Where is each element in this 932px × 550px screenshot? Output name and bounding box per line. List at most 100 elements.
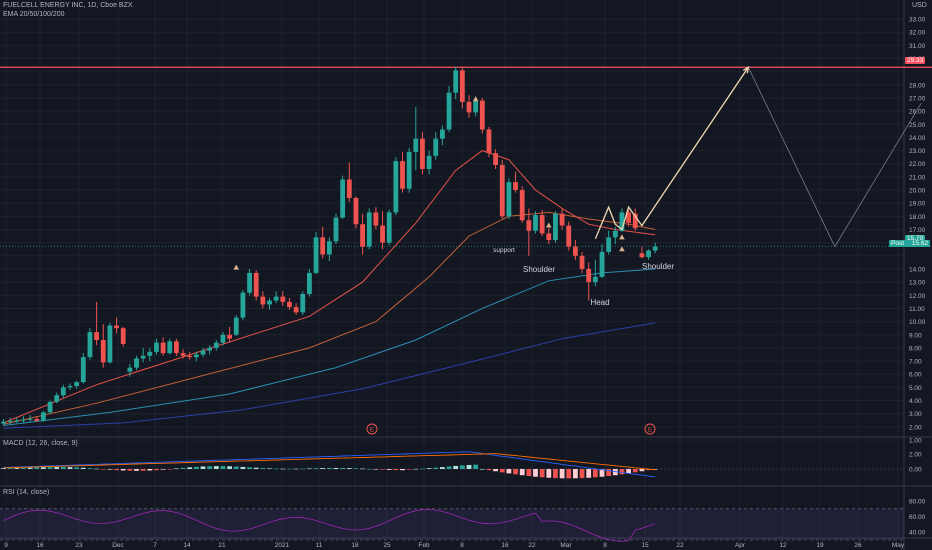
candle xyxy=(293,303,299,316)
projection-arrowhead xyxy=(742,66,750,74)
price-axis[interactable]: 1.00 2.00 3.00 4.00 5.00 6.00 7.00 8.00 9.00 10.0… xyxy=(909,17,926,537)
price-tick-label: 6.00 xyxy=(909,372,922,379)
macd-legend: MACD (12, 26, close, 9) xyxy=(3,440,78,447)
macd-histogram-bar xyxy=(127,469,133,471)
macd-histogram-bar xyxy=(80,467,86,469)
candle-body xyxy=(273,296,279,301)
candle-body xyxy=(599,251,605,277)
macd-histogram-bar xyxy=(267,468,272,469)
candle-body xyxy=(459,70,465,102)
price-tick-label: 12.00 xyxy=(909,293,926,300)
candle xyxy=(553,211,558,243)
macd-histogram-bar xyxy=(34,467,40,469)
candle xyxy=(493,149,498,169)
price-tick-label: 10.00 xyxy=(909,319,926,326)
candle xyxy=(546,228,552,244)
candle xyxy=(1,418,6,426)
candle-body xyxy=(499,165,505,217)
candle xyxy=(60,384,66,398)
candle-body xyxy=(652,246,658,251)
candle-body xyxy=(646,250,651,258)
candle xyxy=(533,211,538,234)
macd-histogram-bar xyxy=(27,467,33,469)
candle-body xyxy=(280,296,286,302)
macd-histogram-bar xyxy=(220,466,226,469)
signal-triangle xyxy=(233,264,240,270)
macd-tick-label: 0.00 xyxy=(909,467,922,474)
projection-path[interactable] xyxy=(594,66,922,248)
time-axis[interactable]: 9 16 23 Dec 7 14 21 2021 11 18 25 Feb 8 16 22 Mar 8 15 22 A… xyxy=(4,542,905,549)
macd-histogram-bar xyxy=(646,469,651,471)
signal-triangle xyxy=(619,246,625,252)
earnings-marker-label: E xyxy=(370,428,374,434)
candle-body xyxy=(114,325,119,329)
time-tick-label: 8 xyxy=(603,542,607,549)
candle-body xyxy=(260,296,266,305)
candle-body xyxy=(346,179,352,198)
candle xyxy=(586,262,592,301)
candle xyxy=(506,178,512,219)
candle xyxy=(632,208,638,231)
candle xyxy=(606,230,612,255)
macd-histogram-bar xyxy=(167,469,173,470)
candle-body xyxy=(566,225,572,247)
time-tick-label: 22 xyxy=(528,542,536,549)
macd-histogram-bar xyxy=(479,469,485,470)
candle xyxy=(386,209,392,246)
candle xyxy=(240,290,246,321)
candle xyxy=(120,326,126,347)
candle-body xyxy=(539,215,545,234)
candle-body xyxy=(533,215,538,231)
macd-histogram-bar xyxy=(499,469,505,473)
candle-body xyxy=(386,212,392,243)
candle xyxy=(453,66,459,100)
time-tick-label: Feb xyxy=(418,542,430,549)
macd-histogram-bar xyxy=(566,469,572,479)
time-tick-label: 15 xyxy=(641,542,649,549)
candle-body xyxy=(353,197,359,225)
macd-histogram-bar xyxy=(134,469,139,471)
macd-histogram-bar xyxy=(486,469,492,471)
macd-histogram-bar xyxy=(140,469,146,471)
price-tick-label: 18.00 xyxy=(909,214,926,221)
candle xyxy=(566,221,572,251)
candle-body xyxy=(626,212,631,223)
candle-body xyxy=(553,213,558,241)
candle-body xyxy=(632,213,638,229)
candle xyxy=(479,97,485,134)
candle-body xyxy=(366,212,372,247)
candle xyxy=(646,249,651,260)
candle xyxy=(167,338,173,355)
macd-histogram-bar xyxy=(260,468,266,469)
macd-histogram-bar xyxy=(632,469,638,473)
candle xyxy=(573,240,578,260)
candle-body xyxy=(154,342,159,352)
candle-body xyxy=(519,190,525,221)
candlestick-series xyxy=(1,66,658,426)
time-tick-label: Mar xyxy=(560,542,572,549)
candle xyxy=(400,151,405,193)
time-tick-label: 19 xyxy=(816,542,824,549)
candle xyxy=(307,268,312,297)
macd-histogram-bar xyxy=(592,469,598,478)
candle-body xyxy=(486,129,492,154)
macd-histogram-bar xyxy=(426,468,432,469)
time-tick-label: 11 xyxy=(316,542,323,549)
price-tick-label: 7.00 xyxy=(909,359,922,366)
candle xyxy=(80,353,86,384)
candle-body xyxy=(639,253,645,258)
pattern-annotations: support Shoulder Head Shoulder xyxy=(493,247,674,307)
candle xyxy=(579,251,585,273)
candle xyxy=(559,208,565,230)
macd-histogram-bar xyxy=(287,468,292,470)
candle-body xyxy=(340,179,346,218)
candle xyxy=(360,213,365,255)
candle-body xyxy=(7,420,13,422)
candle-body xyxy=(160,342,166,354)
candle-body xyxy=(586,268,592,283)
rsi-legend: RSI (14, close) xyxy=(3,489,50,496)
candle-body xyxy=(433,138,439,156)
time-tick-label: 25 xyxy=(383,542,391,549)
